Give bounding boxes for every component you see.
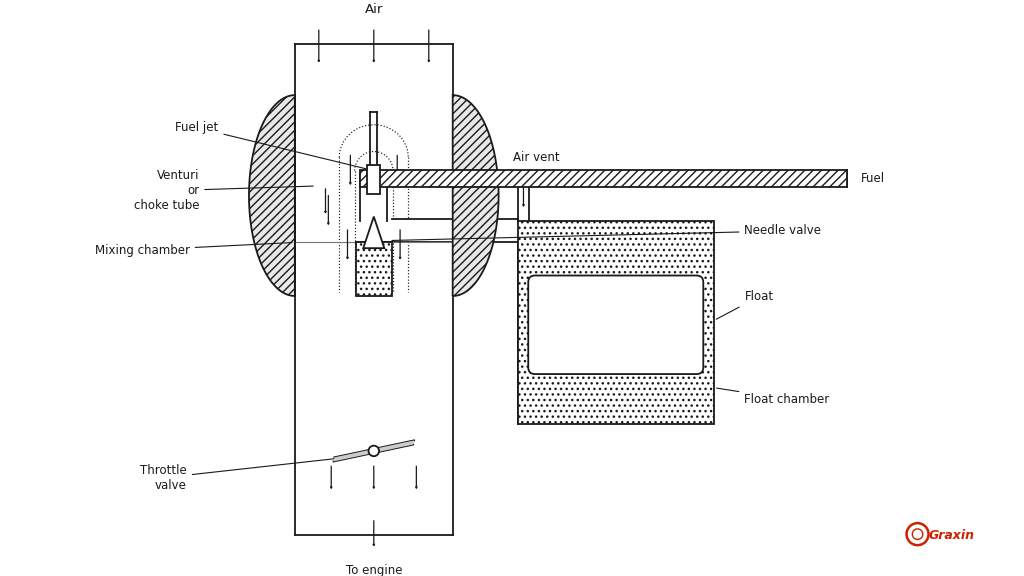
- Text: Graxin: Graxin: [929, 529, 975, 541]
- Polygon shape: [249, 95, 295, 296]
- Bar: [518, 221, 714, 424]
- Text: Float chamber: Float chamber: [717, 388, 829, 406]
- Text: Venturi
or
choke tube: Venturi or choke tube: [134, 169, 313, 213]
- Text: Air: Air: [365, 3, 383, 16]
- FancyBboxPatch shape: [528, 275, 703, 374]
- Text: Needle valve: Needle valve: [392, 225, 821, 240]
- Text: Air vent: Air vent: [513, 151, 559, 164]
- Text: Float: Float: [716, 290, 773, 319]
- Text: Mixing chamber: Mixing chamber: [94, 242, 292, 256]
- Bar: [360, 170, 847, 187]
- Polygon shape: [334, 441, 414, 461]
- Bar: [392, 219, 518, 242]
- Polygon shape: [453, 95, 499, 296]
- Text: Throttle
valve: Throttle valve: [140, 458, 337, 492]
- Text: Fuel: Fuel: [861, 172, 885, 185]
- Circle shape: [369, 446, 379, 456]
- Text: Fuel jet: Fuel jet: [175, 121, 371, 170]
- Bar: [355, 242, 392, 296]
- Text: To engine: To engine: [345, 564, 402, 576]
- Bar: [367, 165, 381, 194]
- Polygon shape: [364, 217, 384, 248]
